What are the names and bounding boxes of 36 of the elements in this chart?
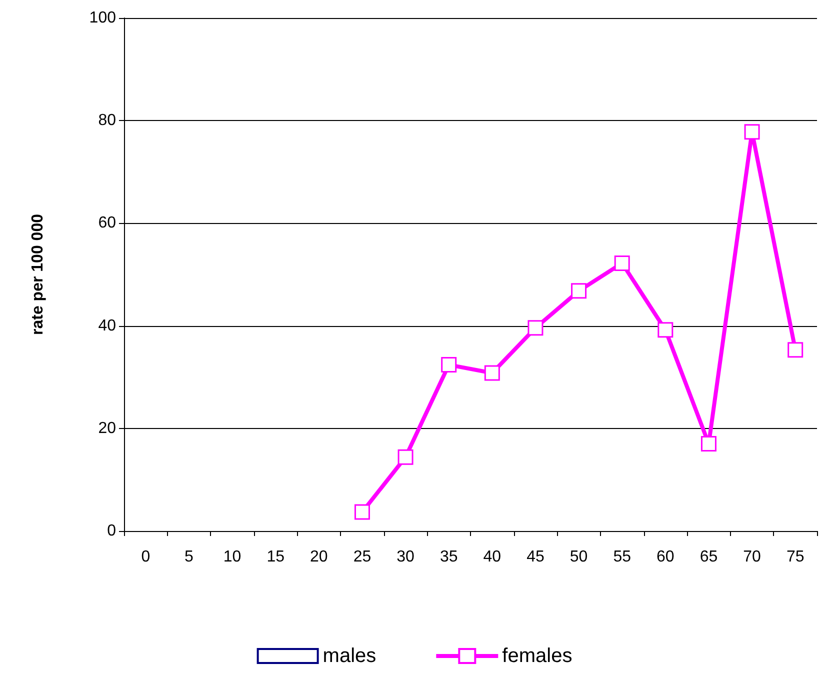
point — [658, 322, 674, 338]
x-tick-label: 50 — [570, 548, 588, 566]
x-tick-label: 10 — [223, 548, 242, 566]
legend-label: females — [502, 645, 572, 667]
x-tick-label: 40 — [483, 548, 502, 566]
point — [571, 283, 587, 299]
y-tick-label: 100 — [89, 10, 116, 26]
point — [354, 504, 370, 520]
y-tick-label: 80 — [98, 112, 116, 130]
x-tick-label: 70 — [743, 548, 762, 566]
y-axis-title: rate per 100 000 — [30, 214, 46, 335]
x-tick-label: 35 — [440, 548, 458, 566]
point — [528, 320, 544, 336]
x-tick-label: 55 — [613, 548, 632, 566]
x-tick-label: 20 — [310, 548, 328, 566]
y-tick-label: 0 — [107, 522, 116, 540]
x-tick-label: 65 — [700, 548, 718, 566]
point — [484, 365, 500, 381]
point — [788, 342, 804, 358]
x-tick-label: 75 — [786, 548, 804, 566]
point — [614, 255, 630, 271]
x-tick-label: 30 — [396, 548, 415, 566]
point — [700, 436, 716, 452]
x-tick-label: 45 — [526, 548, 544, 566]
x-tick-label: 60 — [656, 548, 674, 566]
y-tick-label: 40 — [98, 317, 116, 334]
x-tick-label: 15 — [266, 548, 285, 566]
x-tick-label: 0 — [141, 548, 150, 566]
point — [744, 124, 760, 140]
point — [398, 449, 414, 465]
legend-label: males — [322, 645, 376, 667]
point — [441, 357, 457, 373]
y-tick-label: 60 — [98, 214, 116, 232]
x-tick-label: 5 — [184, 548, 194, 566]
x-tick-label: 25 — [353, 548, 372, 566]
y-tick-label: 20 — [98, 420, 116, 437]
